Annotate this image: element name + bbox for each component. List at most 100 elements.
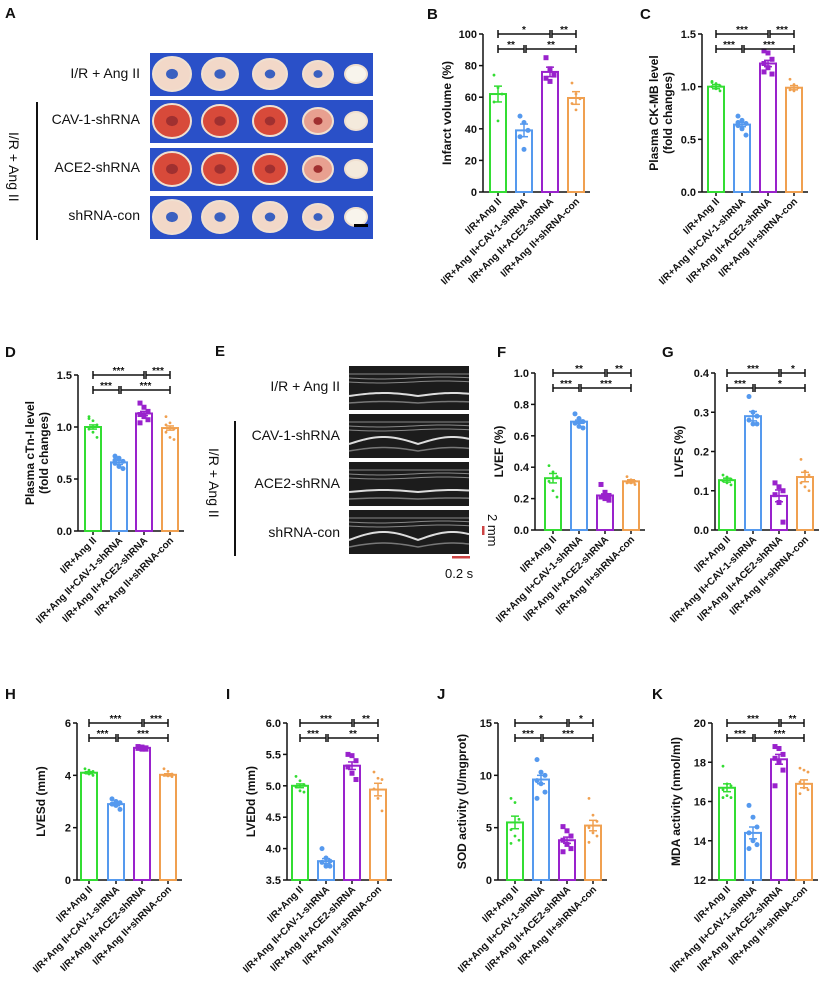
data-point bbox=[572, 411, 578, 417]
data-point bbox=[710, 81, 714, 84]
heart-slice-photo-row bbox=[150, 148, 373, 191]
x-tick-label: I/R+Ang II+CAV-1-shRNA bbox=[494, 534, 585, 625]
significance-label: ** bbox=[349, 729, 357, 740]
heart-slice bbox=[344, 159, 368, 179]
data-point bbox=[721, 796, 725, 799]
data-point bbox=[372, 770, 376, 774]
x-tick-label: I/R+Ang II+shRNA-con bbox=[727, 884, 810, 967]
heart-slice bbox=[302, 60, 334, 88]
data-point bbox=[117, 800, 123, 806]
data-point bbox=[323, 855, 329, 861]
data-point bbox=[91, 773, 95, 777]
data-point bbox=[120, 458, 126, 464]
significance-label: *** bbox=[113, 366, 125, 377]
data-point bbox=[606, 497, 612, 503]
significance-label: *** bbox=[774, 729, 786, 740]
significance-label: * bbox=[791, 364, 795, 375]
x-tick-label: I/R+Ang II+shRNA-con bbox=[516, 884, 599, 967]
data-point bbox=[761, 48, 767, 54]
data-point bbox=[776, 759, 782, 765]
data-point bbox=[735, 123, 741, 129]
data-point bbox=[543, 55, 549, 61]
x-tick-label: I/R+Ang II+shRNA-con bbox=[717, 196, 800, 279]
bar bbox=[733, 123, 751, 193]
x-tick-label: I/R+Ang II+ACE2-shRNA bbox=[61, 535, 151, 625]
data-point bbox=[143, 746, 149, 752]
slice-cavity bbox=[313, 70, 323, 78]
data-point bbox=[109, 796, 115, 802]
slice-cavity bbox=[214, 212, 226, 222]
x-tick-label: I/R+Ang II+ACE2-shRNA bbox=[685, 196, 775, 286]
echo-wall-line bbox=[348, 436, 470, 446]
data-point bbox=[521, 119, 527, 125]
y-tick-label: 60 bbox=[465, 92, 477, 104]
data-point bbox=[570, 81, 574, 85]
y-tick-label: 0 bbox=[65, 875, 71, 887]
row-label: CAV-1-shRNA bbox=[51, 111, 140, 127]
data-point bbox=[772, 492, 778, 498]
echo-wall-line bbox=[348, 376, 470, 380]
chart-D: D 0.0 0.5 1.0 1.5 Plasma cTn-I level (fold cha… bbox=[5, 344, 184, 626]
y-tick-label: 20 bbox=[465, 155, 477, 167]
data-point bbox=[754, 842, 760, 848]
echo-wall-line bbox=[348, 424, 470, 428]
x-tick-label: I/R+Ang II+ACE2-shRNA bbox=[467, 196, 557, 286]
significance-label: ** bbox=[362, 714, 370, 725]
data-point bbox=[302, 790, 306, 794]
data-point bbox=[721, 479, 725, 483]
data-point bbox=[376, 796, 380, 800]
data-point bbox=[547, 479, 551, 483]
bar bbox=[785, 86, 803, 193]
slice-cavity bbox=[264, 164, 276, 174]
bar bbox=[317, 860, 335, 881]
significance-label: ** bbox=[507, 40, 515, 51]
y-axis-label: LVEDd (mm) bbox=[244, 766, 258, 837]
y-tick-label: 20 bbox=[694, 718, 706, 730]
significance-label: *** bbox=[137, 729, 149, 740]
data-point bbox=[725, 782, 729, 786]
bar bbox=[570, 420, 588, 532]
data-point bbox=[302, 783, 306, 786]
data-point bbox=[798, 766, 802, 770]
data-point bbox=[376, 776, 380, 780]
bar bbox=[84, 426, 102, 532]
y-tick-label: 0.6 bbox=[514, 431, 529, 443]
data-point bbox=[750, 814, 756, 820]
group-label: I/R + Ang II bbox=[206, 448, 222, 518]
data-point bbox=[345, 764, 351, 770]
echo-wall-line bbox=[348, 497, 470, 500]
data-point bbox=[509, 796, 513, 800]
data-point bbox=[137, 412, 143, 418]
panel-label: F bbox=[497, 344, 506, 361]
x-tick-label: I/R+Ang II+ACE2-shRNA bbox=[696, 884, 786, 974]
group-label: I/R + Ang II bbox=[6, 132, 22, 202]
data-point bbox=[327, 863, 333, 869]
data-point bbox=[629, 478, 633, 482]
data-point bbox=[721, 788, 725, 792]
data-point bbox=[580, 419, 586, 425]
echo-wall-line bbox=[348, 531, 470, 542]
data-point bbox=[113, 802, 119, 808]
panel-label: D bbox=[5, 344, 16, 361]
row-label: CAV-1-shRNA bbox=[251, 427, 340, 443]
data-point bbox=[772, 744, 778, 750]
data-point bbox=[139, 746, 145, 752]
x-tick-label: I/R+Ang II+CAV-1-shRNA bbox=[657, 196, 748, 287]
echo-wall-line bbox=[348, 392, 470, 397]
data-point bbox=[802, 768, 806, 772]
bar bbox=[161, 427, 179, 533]
m-mode-echo-image bbox=[349, 414, 469, 458]
data-point bbox=[91, 770, 95, 773]
data-point bbox=[595, 819, 599, 823]
data-point bbox=[560, 824, 566, 830]
data-point bbox=[602, 496, 608, 502]
data-point bbox=[776, 500, 782, 506]
data-point bbox=[633, 479, 637, 483]
bar bbox=[770, 758, 788, 882]
bar bbox=[369, 788, 387, 881]
data-point bbox=[568, 846, 574, 852]
data-point bbox=[761, 69, 767, 75]
m-mode-echo-image bbox=[349, 462, 469, 506]
heart-slice bbox=[152, 103, 192, 139]
data-point bbox=[560, 837, 566, 843]
